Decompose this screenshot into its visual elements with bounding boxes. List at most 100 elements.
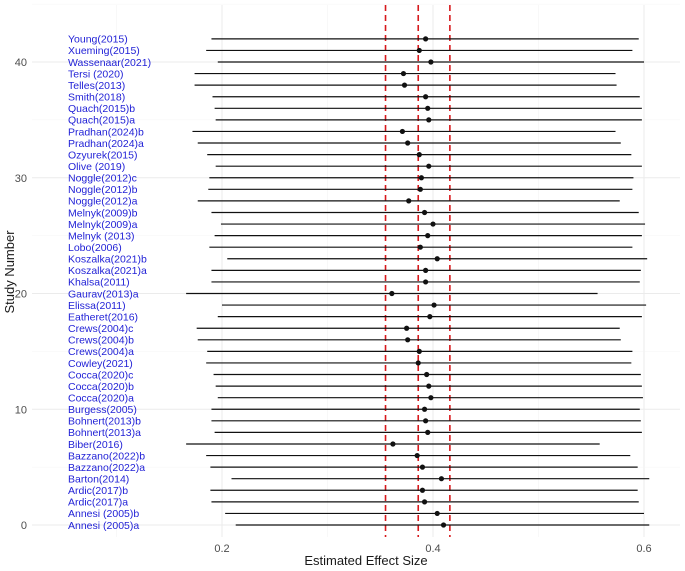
confidence-intervals — [186, 38, 650, 526]
study-label: Elissa(2011) — [68, 300, 126, 312]
study-label: Smith(2018) — [68, 92, 125, 104]
y-axis-title: Study Number — [2, 230, 17, 314]
effect-point — [423, 36, 429, 42]
study-label: Melnyk(2009)b — [68, 207, 138, 219]
study-label: Crews(2004)c — [68, 323, 133, 335]
effect-point — [423, 279, 429, 285]
study-label: Cocca(2020)b — [68, 381, 134, 393]
effect-point — [414, 452, 420, 459]
study-label: Xueming(2015) — [68, 45, 140, 57]
effect-point — [417, 244, 423, 250]
study-label: Annesi (2005)b — [68, 508, 139, 520]
effect-point — [399, 128, 406, 135]
study-label: Bohnert(2013)a — [68, 427, 141, 439]
x-axis-title: Estimated Effect Size — [304, 553, 427, 568]
y-tick-label: 0 — [21, 520, 27, 532]
effect-point — [401, 82, 408, 88]
effect-point — [416, 152, 422, 158]
study-label: Melnyk(2009)a — [68, 219, 138, 231]
effect-point — [390, 441, 396, 447]
effect-point — [425, 233, 431, 239]
effect-point — [405, 337, 411, 343]
study-label: Pradhan(2024)b — [68, 126, 144, 138]
point-estimates — [389, 36, 447, 528]
study-label: Cocca(2020)a — [68, 392, 134, 404]
study-label: Noggle(2012)b — [68, 184, 138, 196]
y-tick-label: 10 — [15, 404, 27, 416]
study-label: Quach(2015)a — [68, 115, 135, 127]
effect-point — [427, 314, 433, 320]
effect-point — [426, 117, 432, 123]
study-label: Koszalka(2021)b — [68, 254, 147, 266]
effect-point — [406, 198, 412, 204]
effect-point — [424, 371, 430, 378]
study-label: Ardic(2017)b — [68, 485, 128, 497]
study-label: Lobo(2006) — [68, 242, 122, 254]
study-label: Annesi (2005)a — [68, 520, 139, 532]
effect-point — [416, 348, 422, 354]
study-label: Olive (2019) — [68, 161, 125, 173]
effect-point — [421, 499, 428, 505]
y-tick-label: 40 — [15, 57, 27, 69]
study-label: Tersi (2020) — [68, 68, 123, 80]
y-tick-label: 30 — [15, 173, 27, 185]
effect-point — [389, 290, 395, 297]
effect-point — [425, 429, 431, 435]
effect-point — [438, 476, 445, 482]
study-label: Eatheret(2016) — [68, 311, 138, 323]
axis-ticks: 0.2 0.4 0.6 0 10 20 30 40 — [15, 57, 652, 555]
effect-point — [421, 406, 428, 412]
study-label: Koszalka(2021)a — [68, 265, 147, 277]
x-tick-label: 0.2 — [214, 543, 229, 555]
effect-point — [416, 47, 422, 54]
effect-point — [434, 510, 440, 517]
effect-point — [425, 105, 431, 111]
x-tick-label: 0.6 — [636, 543, 651, 555]
effect-point — [417, 186, 423, 192]
effect-point — [423, 94, 429, 100]
effect-point — [421, 209, 428, 216]
effect-point — [404, 325, 410, 331]
effect-point — [423, 418, 429, 424]
effect-point — [419, 487, 426, 493]
effect-point — [428, 395, 434, 401]
effect-point — [418, 175, 424, 181]
study-label: Noggle(2012)a — [68, 196, 138, 208]
effect-point — [400, 70, 407, 77]
effect-point — [415, 360, 421, 366]
study-label: Melnyk (2013) — [68, 230, 135, 242]
effect-point — [440, 522, 447, 528]
study-label: Wassenaar(2021) — [68, 57, 151, 69]
reference-lines — [384, 5, 451, 537]
study-label: Gaurav(2013)a — [68, 288, 139, 300]
study-label: Noggle(2012)c — [68, 173, 137, 185]
effect-point — [434, 256, 440, 262]
study-label: Crews(2004)b — [68, 335, 134, 347]
study-label: Bohnert(2013)b — [68, 416, 141, 428]
effect-point — [405, 140, 411, 146]
effect-point — [430, 221, 436, 227]
study-label: Ardic(2017)a — [68, 497, 128, 509]
study-label: Crews(2004)a — [68, 346, 134, 358]
study-label: Young(2015) — [68, 34, 128, 46]
study-label: Biber(2016) — [68, 439, 123, 451]
study-label: Khalsa(2011) — [68, 277, 130, 289]
study-label: Pradhan(2024)a — [68, 138, 144, 150]
effect-point — [431, 302, 437, 308]
study-label: Cowley(2021) — [68, 358, 133, 370]
study-label: Barton(2014) — [68, 474, 129, 486]
effect-point — [423, 267, 429, 273]
effect-point — [426, 383, 432, 389]
study-label: Burgess(2005) — [68, 404, 137, 416]
study-label: Telles(2013) — [68, 80, 125, 92]
study-label: Bazzano(2022)b — [68, 450, 145, 462]
y-tick-label: 20 — [15, 289, 27, 301]
study-label: Ozyurek(2015) — [68, 149, 137, 161]
x-tick-label: 0.4 — [425, 543, 440, 555]
effect-point — [419, 464, 426, 470]
effect-point — [426, 163, 432, 169]
study-label: Quach(2015)b — [68, 103, 135, 115]
study-label: Bazzano(2022)a — [68, 462, 145, 474]
